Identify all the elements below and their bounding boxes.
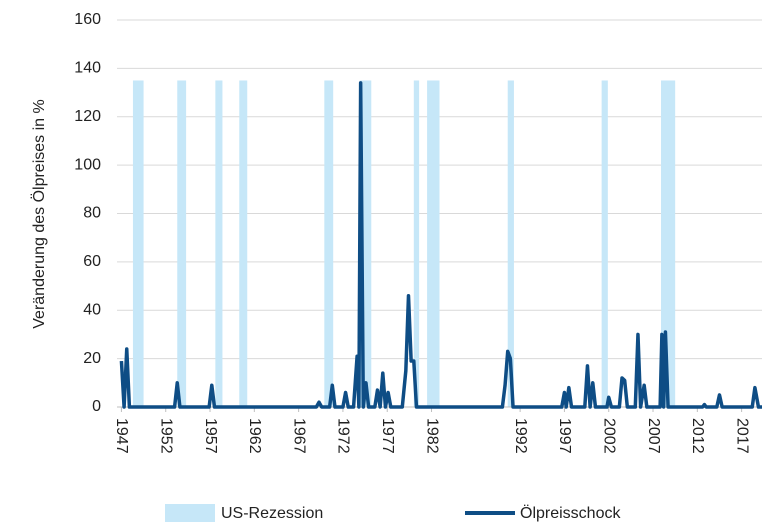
recession-band	[413, 80, 420, 407]
recession-band	[359, 80, 372, 407]
x-tick-label: 1957	[202, 418, 219, 454]
y-tick-label: 100	[74, 156, 101, 173]
legend-swatch	[165, 504, 215, 522]
y-tick-label: 20	[83, 350, 101, 367]
oil-price-line	[119, 81, 762, 409]
x-tick-label: 1982	[423, 418, 440, 454]
x-tick-label: 2002	[600, 418, 617, 454]
legend-label: US-Rezession	[221, 505, 323, 522]
x-tick-label: 1947	[113, 418, 130, 454]
y-tick-label: 0	[92, 398, 101, 415]
recession-band	[601, 80, 608, 407]
y-tick-label: 40	[83, 301, 101, 318]
x-tick-label: 1967	[290, 418, 307, 454]
x-tick-label: 2012	[689, 418, 706, 454]
recession-band	[132, 80, 144, 407]
y-tick-label: 80	[83, 205, 101, 222]
y-axis-label: Veränderung des Ölpreises in %	[30, 99, 48, 328]
x-tick-label: 1962	[246, 418, 263, 454]
y-tick-label: 120	[74, 108, 101, 125]
x-tick-label: 1977	[379, 418, 396, 454]
recession-band	[427, 80, 440, 407]
x-tick-label: 2017	[733, 418, 750, 454]
x-tick-label: 1997	[556, 418, 573, 454]
x-tick-label: 1992	[512, 418, 529, 454]
x-tick-label: 1972	[335, 418, 352, 454]
y-tick-label: 60	[83, 253, 101, 270]
recession-band	[215, 80, 223, 407]
x-tick-label: 1952	[157, 418, 174, 454]
recession-band	[239, 80, 248, 407]
y-tick-label: 160	[74, 11, 101, 28]
recession-band	[177, 80, 187, 407]
recession-band	[324, 80, 334, 407]
y-tick-label: 140	[74, 60, 101, 77]
x-tick-label: 2007	[645, 418, 662, 454]
recession-band	[507, 80, 514, 407]
recession-band	[660, 80, 676, 407]
legend-label: Ölpreisschock	[520, 504, 621, 522]
